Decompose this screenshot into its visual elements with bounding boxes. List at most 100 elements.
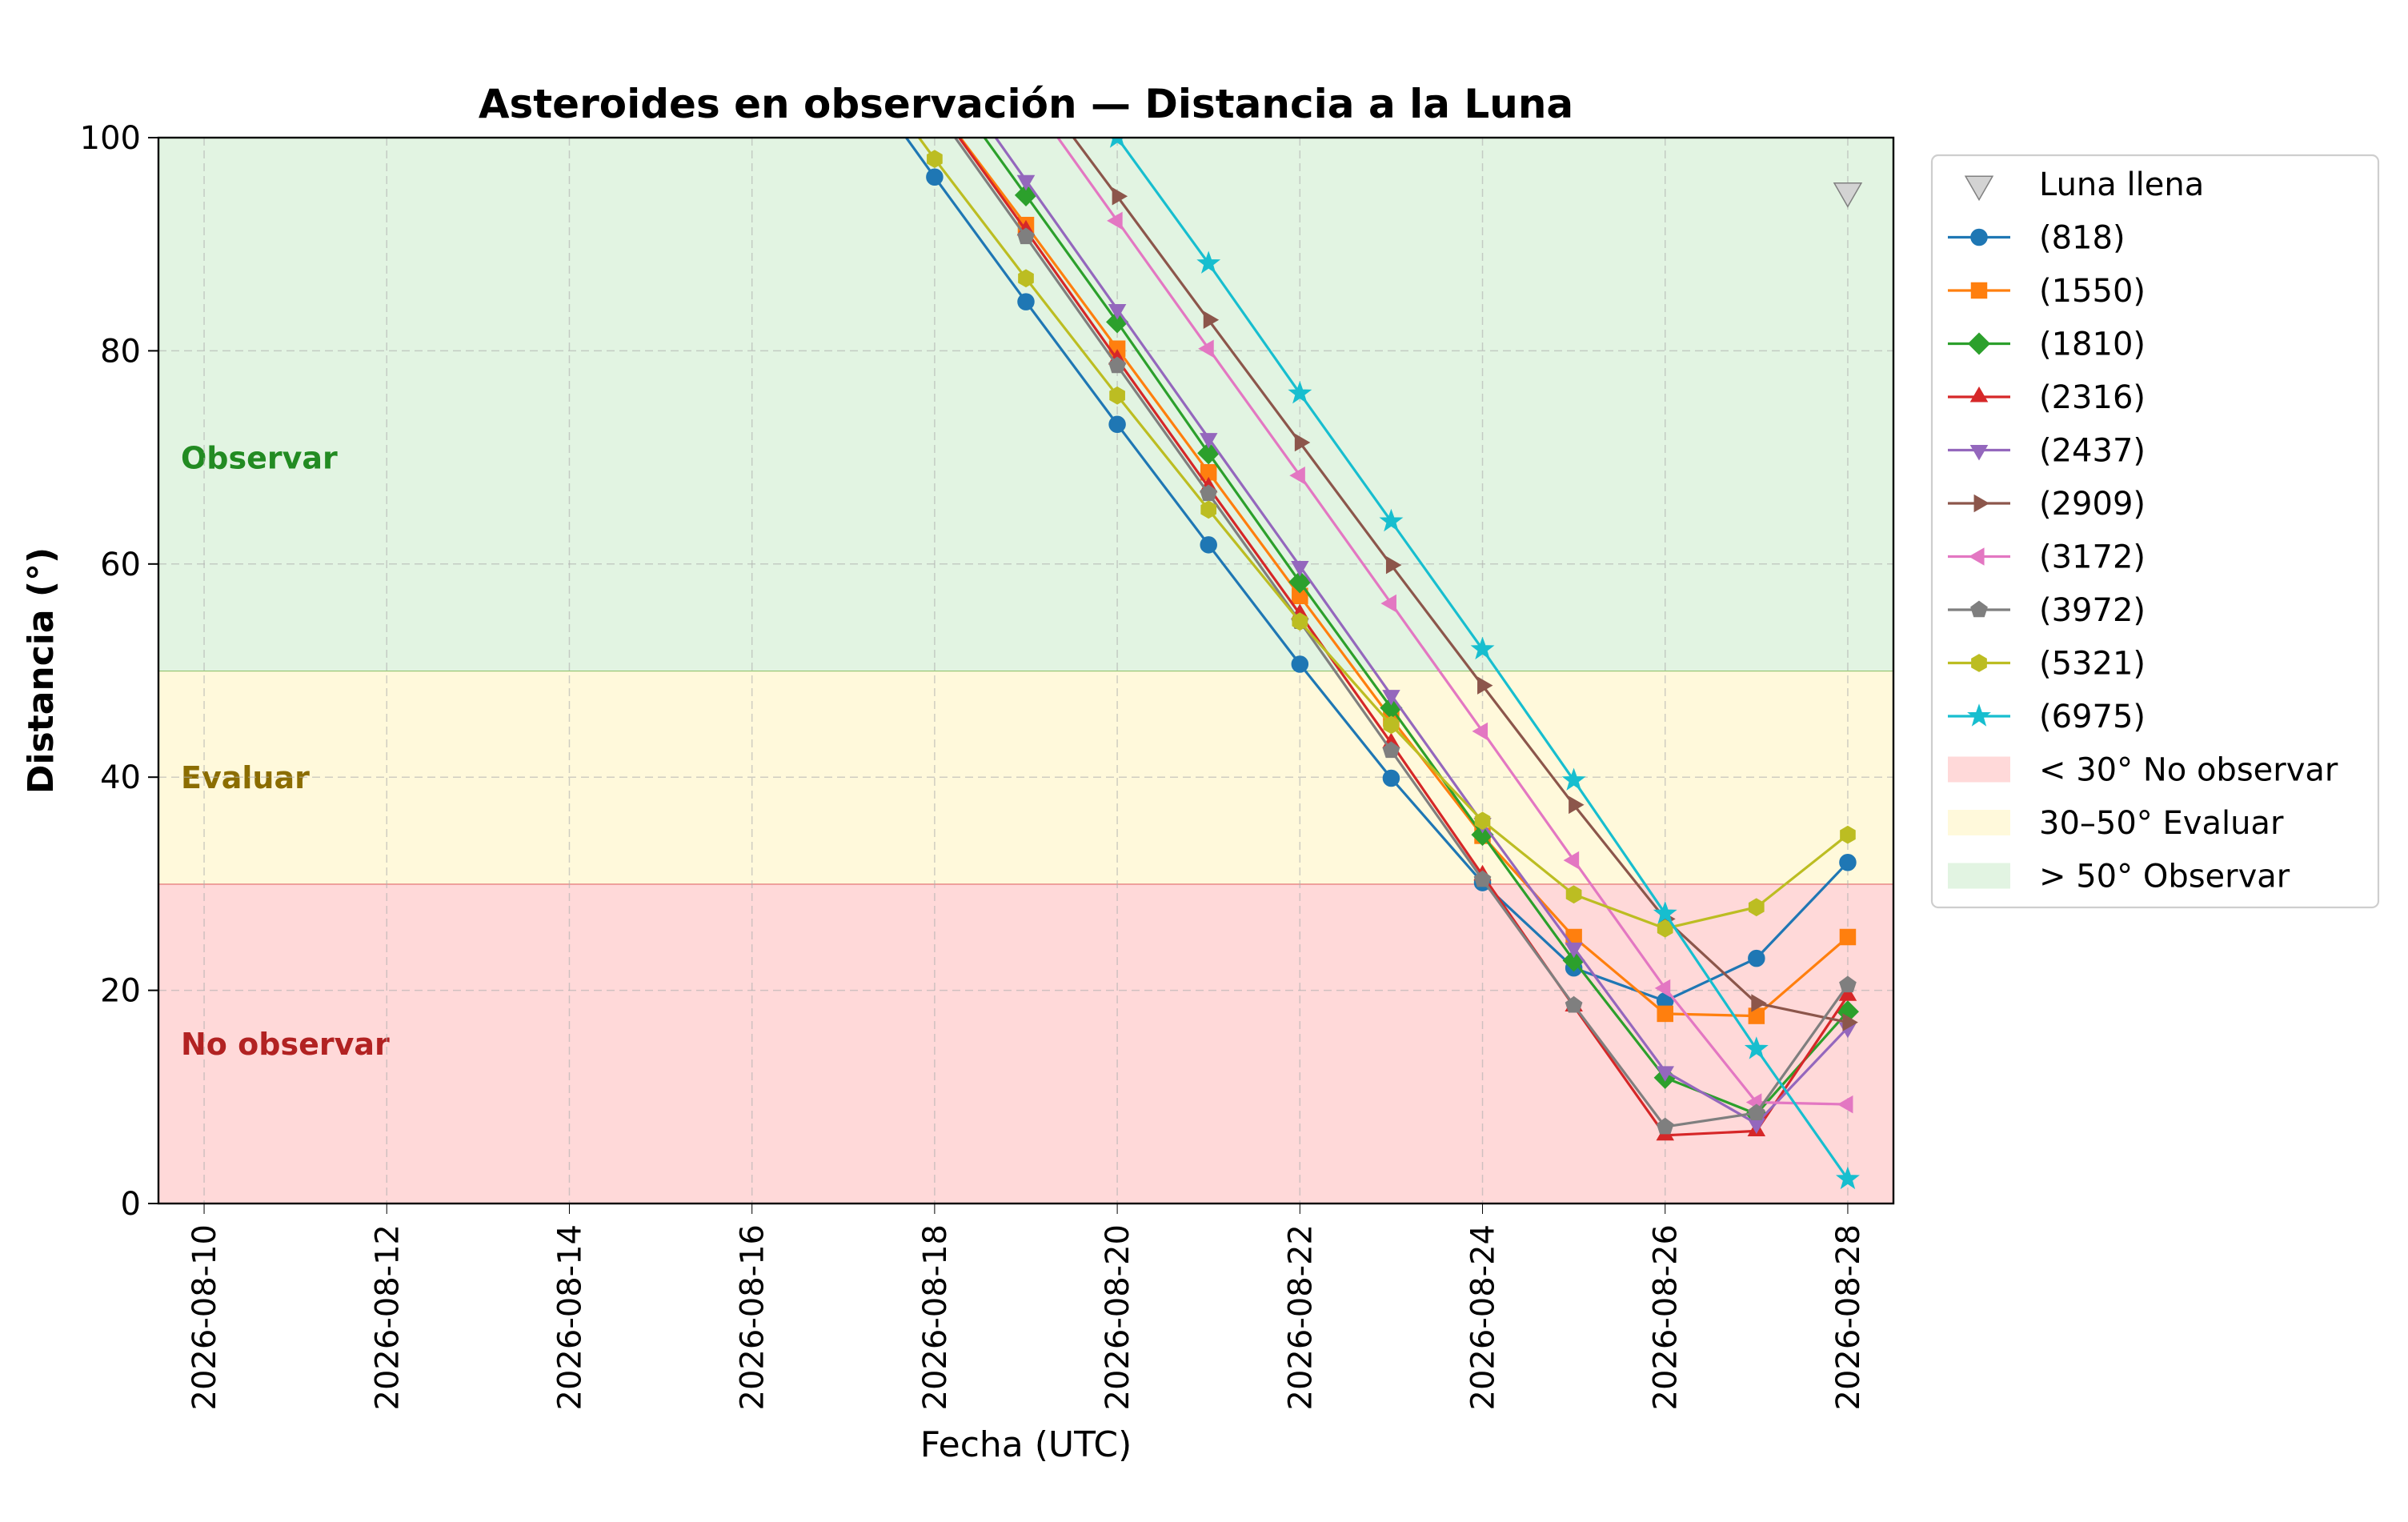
x-tick-label: 2026-08-16 (735, 1224, 771, 1410)
series-point (1380, 594, 1396, 613)
legend-box (1930, 154, 2380, 909)
x-tick-label: 2026-08-10 (186, 1224, 223, 1410)
legend-entry: (2437) (1948, 433, 2146, 470)
series-point (1839, 854, 1857, 871)
legend-patch (1948, 863, 2010, 889)
legend-patch (1948, 810, 2010, 835)
legend-label: (3172) (2039, 539, 2146, 576)
series-point (1291, 655, 1309, 673)
legend-entry: < 30° No observar (1948, 752, 2338, 789)
legend-label: (3972) (2039, 592, 2146, 629)
series-point (1383, 715, 1400, 735)
legend-entry: (2316) (1948, 379, 2146, 416)
series-point (1653, 900, 1677, 924)
series-layer (904, 138, 1860, 1190)
series-line (953, 138, 1849, 1128)
x-axis: 2026-08-10 2026-08-12 2026-08-14 2026-08-16… (186, 1204, 1867, 1410)
series-line (958, 138, 1849, 1018)
series-point (1379, 508, 1404, 532)
series-point (1473, 870, 1492, 887)
series-point (1112, 186, 1128, 206)
series-point (1200, 433, 1218, 449)
y-tick-label: 80 (100, 333, 141, 370)
series-4 (994, 138, 1857, 1135)
series-point (1288, 380, 1312, 404)
band-label-2: Observar (181, 441, 338, 476)
legend-patch (1948, 756, 2010, 783)
series-point (1748, 1103, 1765, 1121)
series-point (1839, 975, 1857, 993)
legend-entry: (818) (1948, 220, 2126, 257)
series-point (1198, 339, 1214, 358)
legend-label: (5321) (2039, 646, 2146, 683)
legend-entry: (6975) (1948, 699, 2146, 735)
legend-marker (1967, 332, 1991, 355)
series-point (1477, 676, 1493, 695)
legend-label: (2909) (2039, 486, 2146, 523)
x-axis-label: Fecha (UTC) (920, 1424, 1132, 1465)
legend-label: Luna llena (2039, 166, 2204, 203)
series-point (1017, 293, 1035, 310)
series-point (1203, 310, 1220, 329)
series-point (1474, 811, 1491, 831)
series-point (1196, 250, 1221, 274)
legend-entry: Luna llena (1964, 166, 2204, 203)
series-line (917, 138, 1849, 930)
legend-marker (1967, 703, 1991, 727)
band-0 (158, 883, 1893, 1204)
legend-label: (1550) (2039, 273, 2146, 310)
series-point (1200, 500, 1217, 519)
series-point (1654, 979, 1671, 998)
full-moon-layer (1833, 182, 1863, 208)
legend-label: < 30° No observar (2039, 752, 2338, 789)
x-tick-label: 2026-08-28 (1830, 1224, 1867, 1410)
y-axis: 0 20 40 60 80 100 (80, 120, 158, 1223)
legend-marker (1964, 175, 1994, 202)
series-point (926, 168, 944, 186)
series-point (1565, 942, 1583, 959)
series-point (1835, 1166, 1860, 1190)
plot-frame (157, 136, 1895, 1205)
y-tick-label: 100 (80, 120, 141, 157)
y-tick-label: 20 (100, 973, 141, 1010)
series-point (1108, 415, 1126, 434)
series-point (1382, 690, 1400, 706)
legend-entry: (3972) (1948, 592, 2146, 629)
series-line (994, 138, 1849, 1125)
x-tick-label: 2026-08-22 (1282, 1224, 1319, 1410)
series-point (1200, 536, 1217, 554)
series-point (1472, 722, 1488, 741)
series-8 (917, 138, 1856, 938)
series-line (983, 138, 1849, 1115)
series-point (1292, 612, 1308, 631)
series-point (1561, 767, 1586, 791)
legend-entry: 30–50° Evaluar (1948, 805, 2284, 842)
series-line (957, 138, 1849, 1137)
legend-entry: (1810) (1948, 326, 2146, 363)
series-point (1840, 825, 1856, 844)
series-point (1748, 898, 1765, 917)
series-point (1017, 227, 1035, 245)
series-0 (904, 138, 1857, 1010)
legend-label: (6975) (2039, 699, 2146, 735)
series-line (904, 138, 1849, 1003)
chart-title: Asteroides en observación — Distancia a … (479, 81, 1573, 127)
series-point (1294, 433, 1311, 452)
legend-marker (1973, 494, 1989, 513)
series-point (1109, 138, 1125, 148)
threshold-bands (158, 138, 1893, 1204)
legend-entry: (5321) (1948, 646, 2146, 683)
legend-label: (1810) (2039, 326, 2146, 363)
series-point (1838, 985, 1857, 1001)
legend-label: (818) (2039, 220, 2126, 257)
x-tick-label: 2026-08-20 (1100, 1224, 1136, 1410)
series-point (1382, 769, 1400, 787)
series-5 (1072, 138, 1858, 1031)
series-point (1751, 994, 1767, 1012)
series-point (1656, 1066, 1675, 1082)
series-point (1016, 174, 1036, 191)
legend-marker (1970, 282, 1988, 299)
series-point (1744, 1036, 1769, 1059)
series-point (1839, 928, 1857, 946)
